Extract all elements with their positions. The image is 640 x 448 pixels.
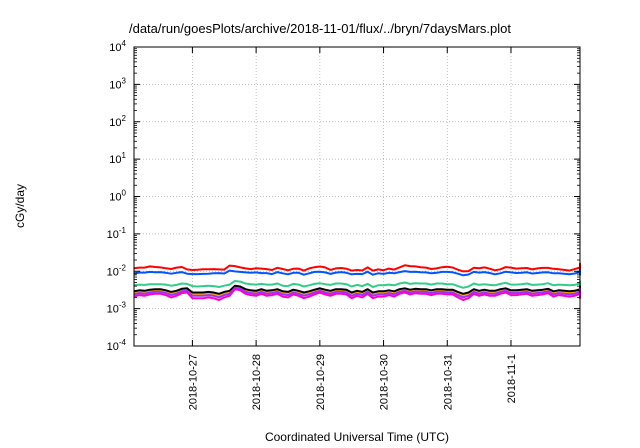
- x-tick-label: 2018-10-29: [315, 354, 327, 410]
- y-tick-label: 104: [109, 39, 126, 54]
- axis-ticks: 10-4 10-3 10-2 10-1 100 101 102 103 104 2018-10-2…: [107, 39, 580, 410]
- series-line-1: [133, 262, 581, 273]
- x-tick-label: 2018-10-31: [442, 354, 454, 410]
- y-tick-label: 100: [109, 189, 126, 204]
- x-tick-label: 2018-10-30: [379, 354, 391, 410]
- x-tick-label: 2018-10-27: [187, 354, 199, 410]
- y-tick-label: 102: [109, 114, 126, 129]
- chart-title: /data/run/goesPlots/archive/2018-11-01/f…: [128, 21, 512, 36]
- y-tick-label: 10-1: [107, 226, 127, 241]
- grid: [134, 47, 580, 346]
- y-tick-label: 10-4: [107, 338, 127, 353]
- x-tick-label: 2018-10-28: [251, 354, 263, 410]
- y-tick-label: 103: [109, 76, 126, 91]
- x-tick-label: 2018-11-1: [506, 354, 518, 403]
- x-axis-label: Coordinated Universal Time (UTC): [264, 430, 450, 444]
- y-tick-label: 10-2: [107, 263, 127, 278]
- y-tick-label: 10-3: [107, 301, 127, 316]
- y-tick-label: 101: [109, 151, 126, 166]
- series-line-3: [133, 280, 581, 289]
- series-group: [133, 262, 581, 301]
